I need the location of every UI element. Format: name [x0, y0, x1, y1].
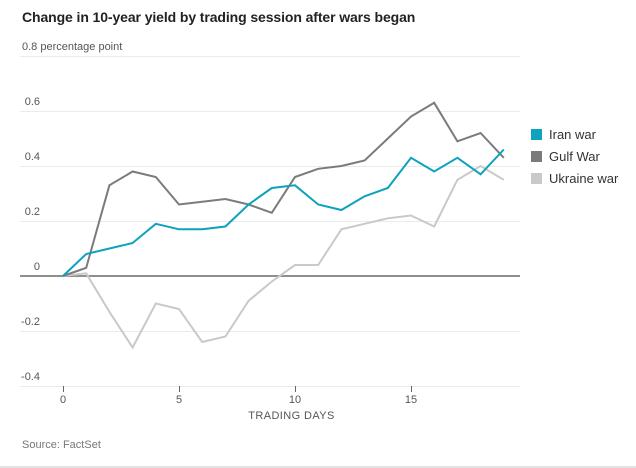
legend-item: Ukraine war — [531, 171, 618, 186]
y-tick-label: -0.4 — [21, 371, 40, 383]
legend-label: Iran war — [549, 127, 596, 142]
legend-item: Iran war — [531, 127, 618, 142]
legend-swatch-icon — [531, 129, 542, 140]
legend-swatch-icon — [531, 173, 542, 184]
x-axis-title: TRADING DAYS — [248, 410, 335, 422]
legend: Iran war Gulf War Ukraine war — [531, 127, 618, 193]
y-tick-label: 0.2 — [24, 206, 40, 218]
x-tick-label: 15 — [404, 394, 418, 406]
x-tick-label: 10 — [288, 394, 302, 406]
y-axis-unit-label: 0.8 percentage point — [22, 41, 123, 53]
y-tick-label: 0.4 — [24, 151, 40, 163]
x-tick-label: 5 — [175, 394, 183, 406]
y-tick-label: 0 — [33, 261, 40, 273]
series-line-iran-war — [62, 148, 505, 277]
bottom-divider — [0, 466, 636, 468]
legend-swatch-icon — [531, 151, 542, 162]
source-note: Source: FactSet — [22, 439, 101, 451]
y-tick-label: -0.2 — [21, 316, 40, 328]
series-line-gulf-war — [62, 101, 505, 277]
legend-label: Ukraine war — [549, 171, 619, 186]
series-line-ukraine-war — [62, 164, 505, 350]
legend-label: Gulf War — [549, 149, 600, 164]
y-tick-label: 0.6 — [24, 96, 40, 108]
legend-item: Gulf War — [531, 149, 618, 164]
chart-title: Change in 10-year yield by trading sessi… — [22, 9, 416, 25]
x-tick-label: 0 — [59, 394, 67, 406]
